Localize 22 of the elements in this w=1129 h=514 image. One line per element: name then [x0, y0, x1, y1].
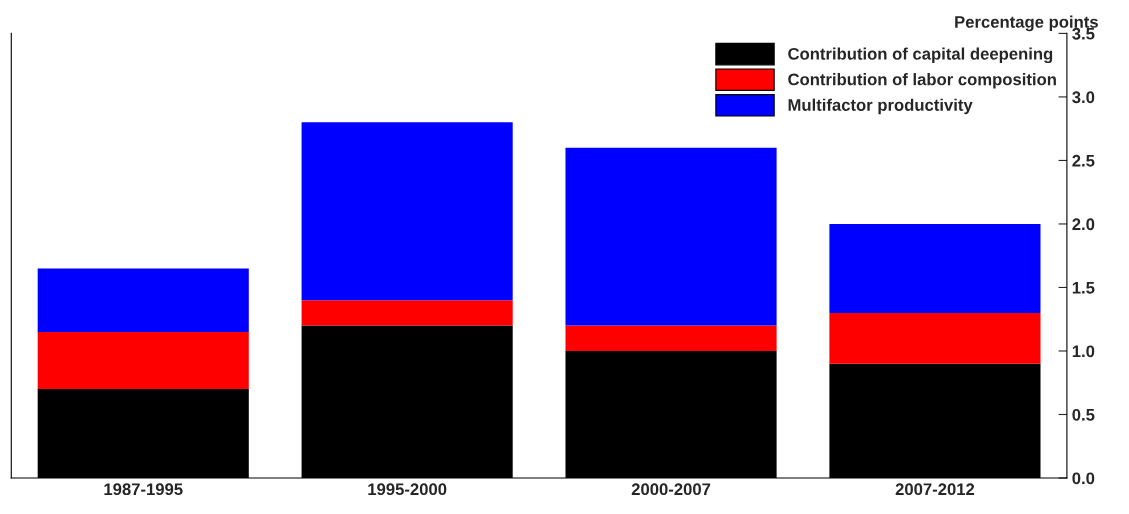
bar	[37, 268, 249, 332]
bar	[565, 147, 777, 326]
bar	[37, 331, 249, 390]
bar	[301, 300, 513, 326]
bar	[565, 325, 777, 351]
bar	[829, 223, 1041, 313]
y-tick-label: 1.0	[1072, 345, 1095, 358]
y-tick-label: 2.5	[1072, 154, 1095, 167]
x-tick-label: 2007-2012	[895, 483, 975, 496]
bar	[301, 122, 513, 301]
y-tick-label: 2.0	[1072, 218, 1095, 231]
y-tick-label: 0.5	[1072, 408, 1095, 421]
legend-label: Contribution of capital deepening	[788, 47, 1053, 64]
legend-label: Contribution of labor composition	[788, 73, 1056, 89]
y-tick-label: 1.5	[1072, 282, 1095, 294]
x-tick-label: 1987-1995	[104, 483, 183, 496]
y-tick-label: 3.0	[1072, 91, 1095, 104]
y-tick-label: 0.0	[1072, 472, 1095, 485]
bar	[829, 312, 1041, 364]
x-tick-label: 2000-2007	[631, 483, 711, 496]
legend-label: Multifactor productivity	[788, 98, 973, 115]
x-tick-label: 1995-2000	[368, 483, 447, 496]
